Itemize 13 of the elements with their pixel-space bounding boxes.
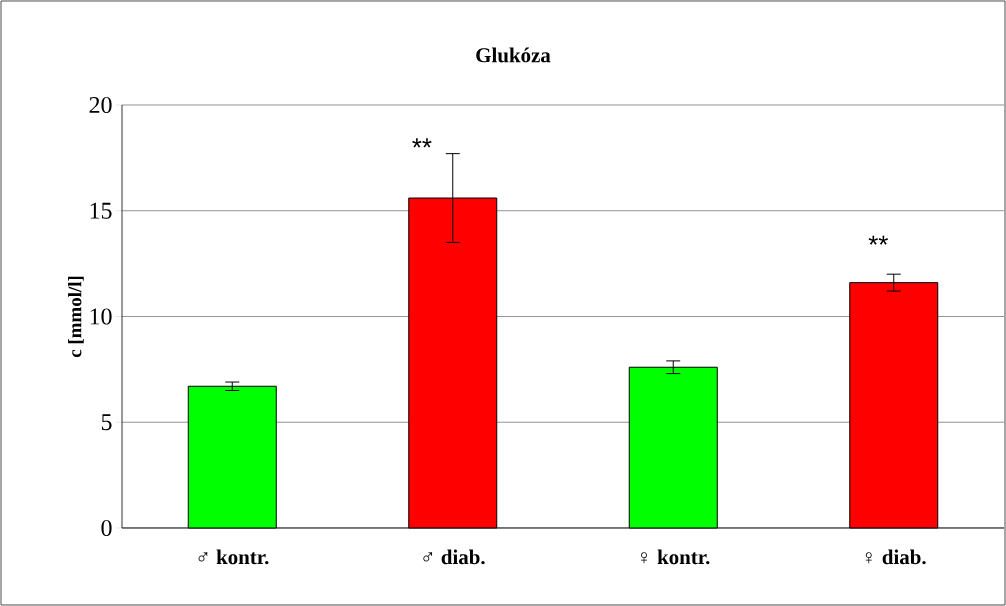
x-tick-label: ♂ kontr.	[198, 549, 269, 565]
y-tick-label: 10	[90, 308, 112, 325]
chart-title: Glukóza	[476, 47, 551, 63]
y-tick-label: 15	[90, 202, 112, 219]
x-tick-label: ♀ diab.	[865, 549, 926, 565]
y-axis-title: c [mmol/l]	[68, 276, 84, 358]
annotation: **	[412, 138, 432, 148]
x-tick-label: ♂ diab.	[423, 549, 485, 565]
annotation: **	[868, 235, 888, 245]
y-tick-label: 20	[89, 96, 112, 114]
y-tick-label: 5	[101, 414, 112, 431]
y-tick-label: 0	[101, 519, 112, 537]
x-tick-label: ♀ kontr.	[640, 549, 710, 565]
